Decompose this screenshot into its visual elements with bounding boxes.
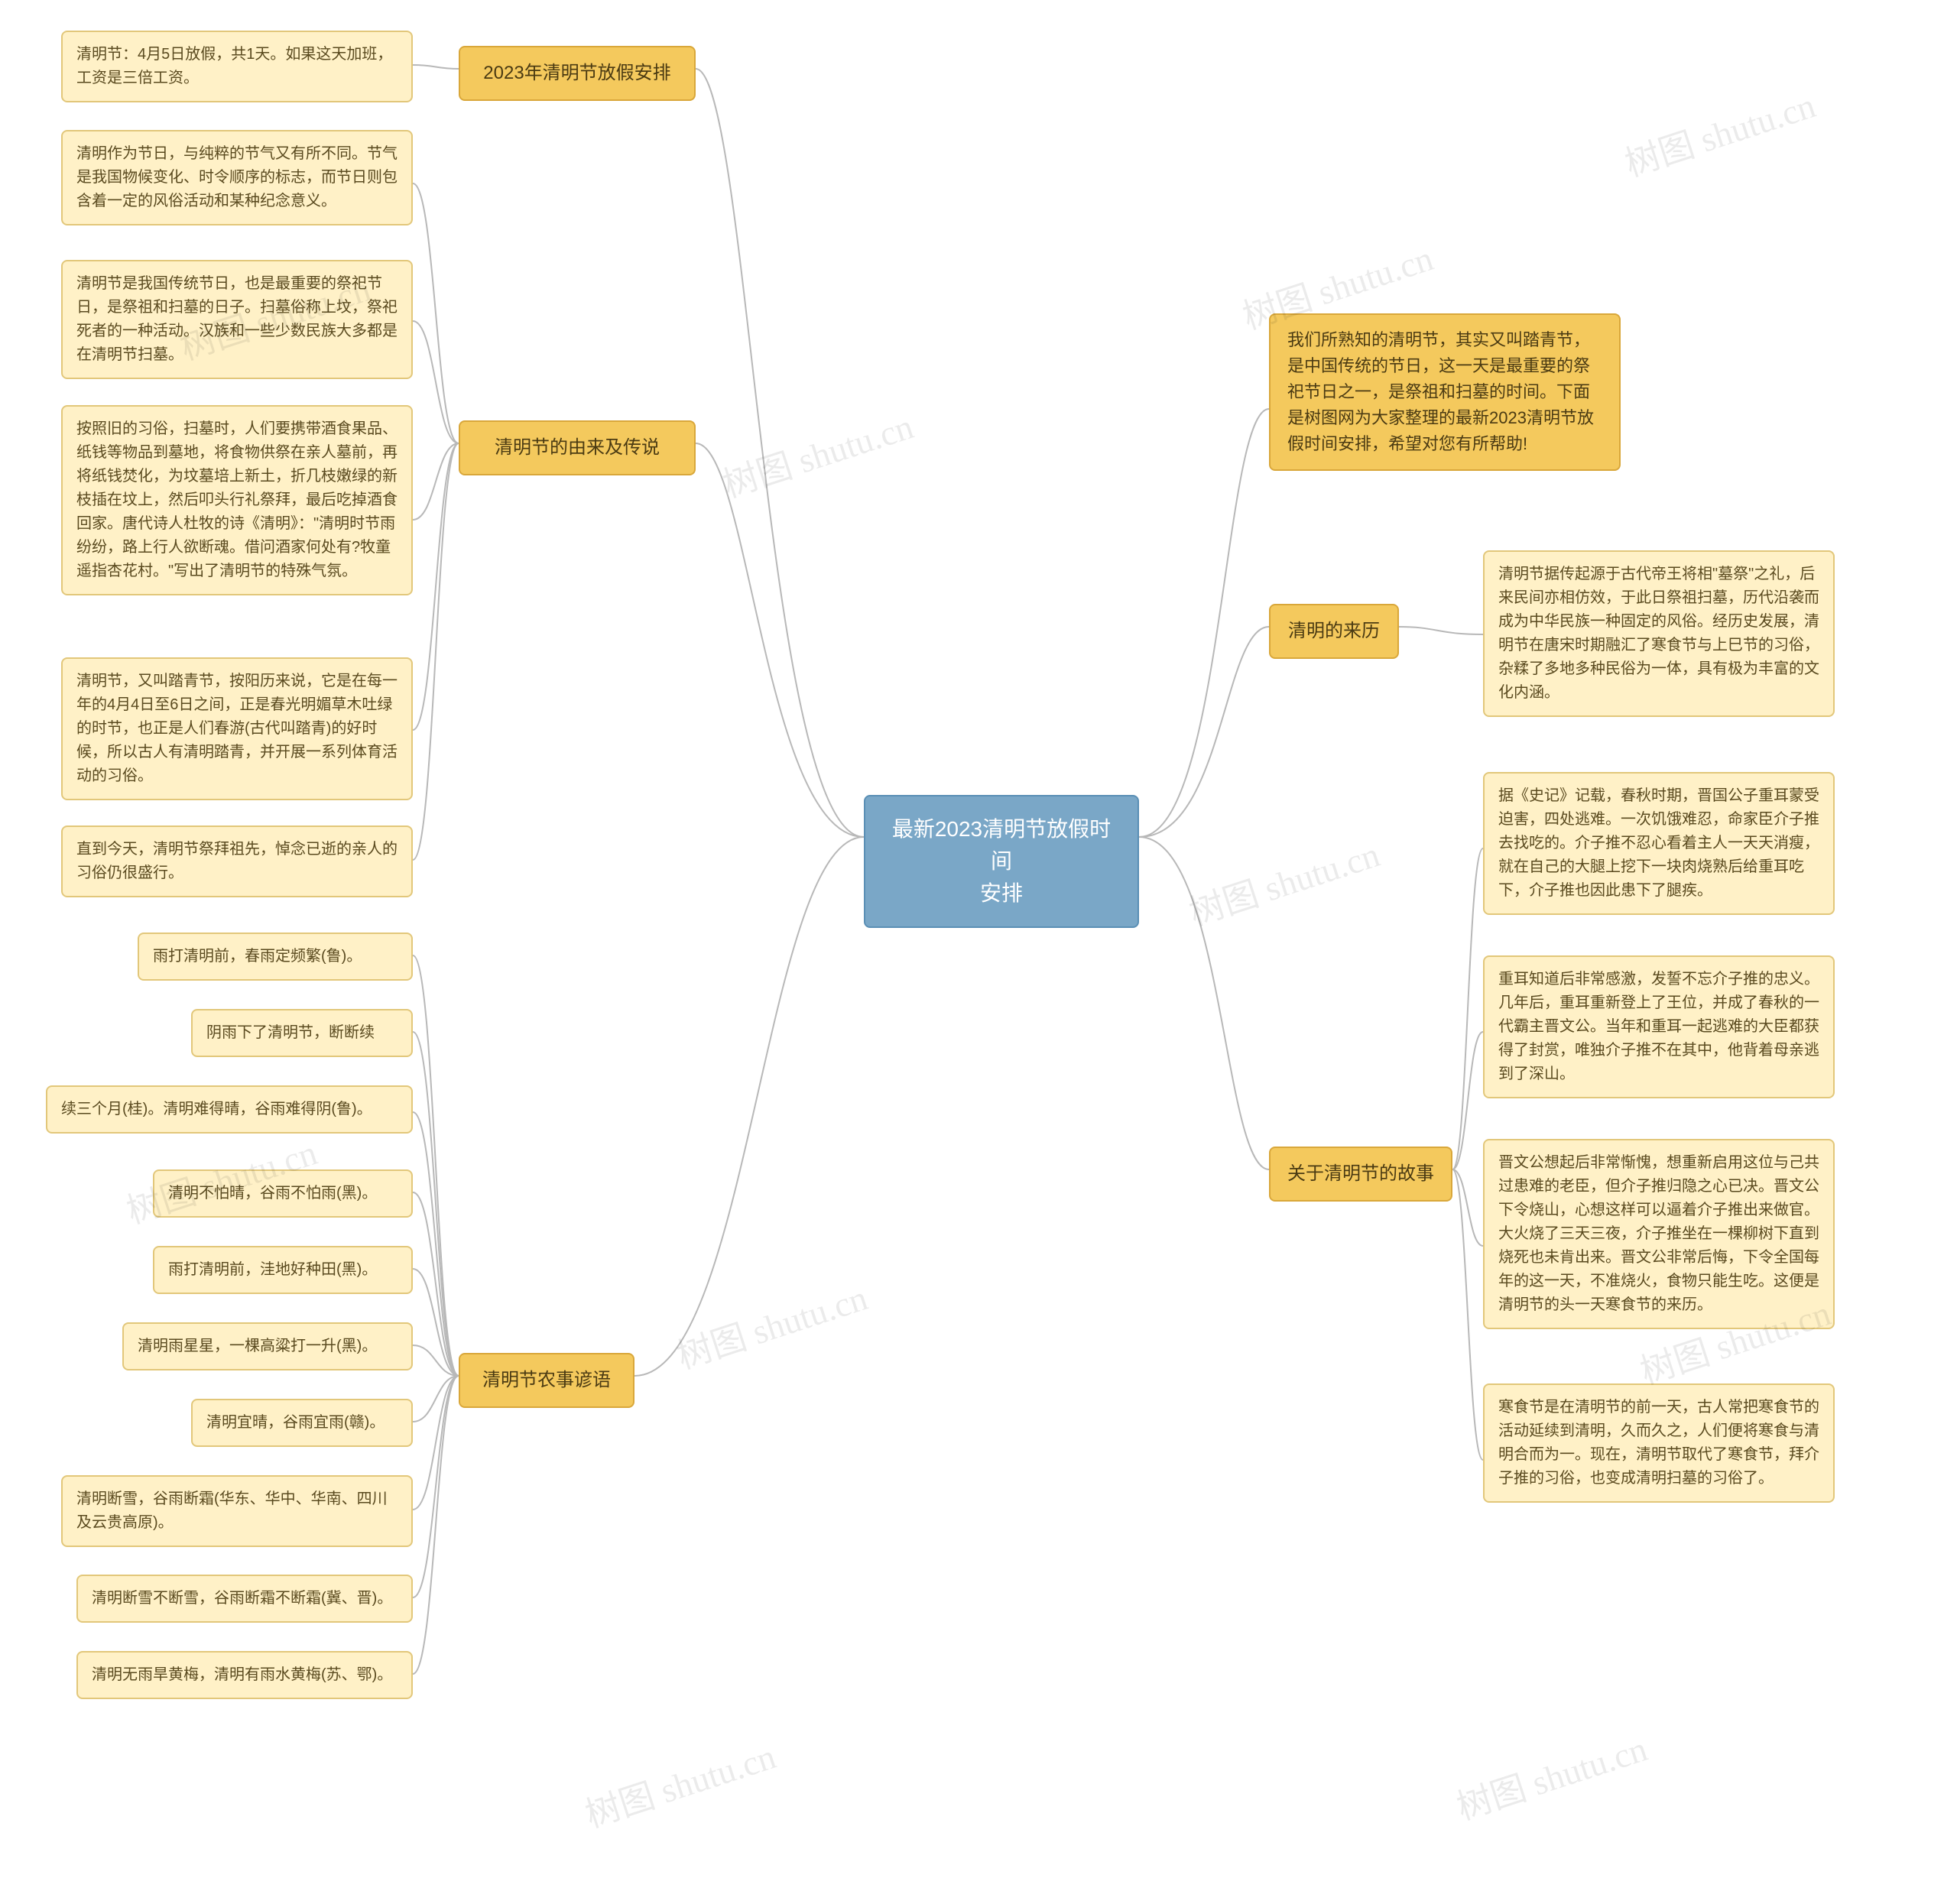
branch-origin-label: 清明节的由来及传说 xyxy=(495,437,660,458)
leaf-text: 晋文公想起后非常惭愧，想重新启用这位与己共过患难的老臣，但介子推归隐之心已决。晋… xyxy=(1498,1154,1819,1313)
branch-history[interactable]: 清明的来历 xyxy=(1269,604,1399,659)
leaf-text: 清明雨星星，一棵高粱打一升(黑)。 xyxy=(138,1338,377,1354)
leaf-prov-5[interactable]: 雨打清明前，洼地好种田(黑)。 xyxy=(153,1246,413,1294)
leaf-holiday-1[interactable]: 清明节：4月5日放假，共1天。如果这天加班，工资是三倍工资。 xyxy=(61,31,413,102)
root-title-2: 安排 xyxy=(980,881,1023,905)
leaf-text: 清明节是我国传统节日，也是最重要的祭祀节日，是祭祖和扫墓的日子。扫墓俗称上坟，祭… xyxy=(76,275,398,363)
leaf-text: 重耳知道后非常感激，发誓不忘介子推的忠义。几年后，重耳重新登上了王位，并成了春秋… xyxy=(1498,971,1819,1082)
branch-proverbs-label: 清明节农事谚语 xyxy=(482,1370,611,1390)
leaf-text: 清明断雪，谷雨断霜(华东、华中、华南、四川及云贵高原)。 xyxy=(76,1490,388,1531)
leaf-story-4[interactable]: 寒食节是在清明节的前一天，古人常把寒食节的活动延续到清明，久而久之，人们便将寒食… xyxy=(1483,1383,1835,1503)
branch-story[interactable]: 关于清明节的故事 xyxy=(1269,1147,1452,1202)
leaf-prov-10[interactable]: 清明无雨旱黄梅，清明有雨水黄梅(苏、鄂)。 xyxy=(76,1651,413,1699)
leaf-prov-8[interactable]: 清明断雪，谷雨断霜(华东、华中、华南、四川及云贵高原)。 xyxy=(61,1475,413,1547)
root-title-1: 最新2023清明节放假时间 xyxy=(892,817,1111,873)
branch-origin[interactable]: 清明节的由来及传说 xyxy=(459,420,696,475)
root-node[interactable]: 最新2023清明节放假时间 安排 xyxy=(864,795,1139,928)
leaf-prov-7[interactable]: 清明宜晴，谷雨宜雨(赣)。 xyxy=(191,1399,413,1447)
leaf-story-3[interactable]: 晋文公想起后非常惭愧，想重新启用这位与己共过患难的老臣，但介子推归隐之心已决。晋… xyxy=(1483,1139,1835,1329)
watermark-text: 树图 shutu.cn xyxy=(716,399,919,508)
leaf-origin-4[interactable]: 清明节，又叫踏青节，按阳历来说，它是在每一年的4月4日至6日之间，正是春光明媚草… xyxy=(61,657,413,800)
watermark-text: 树图 shutu.cn xyxy=(1449,1721,1653,1831)
leaf-text: 据《史记》记载，春秋时期，晋国公子重耳蒙受迫害，四处逃难。一次饥饿难忍，命家臣介… xyxy=(1498,787,1819,899)
leaf-history-1[interactable]: 清明节据传起源于古代帝王将相"墓祭"之礼，后来民间亦相仿效，于此日祭祖扫墓，历代… xyxy=(1483,550,1835,717)
leaf-text: 续三个月(桂)。清明难得晴，谷雨难得阴(鲁)。 xyxy=(61,1101,372,1117)
branch-holiday[interactable]: 2023年清明节放假安排 xyxy=(459,46,696,101)
leaf-origin-2[interactable]: 清明节是我国传统节日，也是最重要的祭祀节日，是祭祖和扫墓的日子。扫墓俗称上坟，祭… xyxy=(61,260,413,379)
watermark-text: 树图 shutu.cn xyxy=(1182,827,1385,936)
leaf-intro-1[interactable]: 我们所熟知的清明节，其实又叫踏青节，是中国传统的节日，这一天是最重要的祭祀节日之… xyxy=(1269,313,1621,471)
leaf-prov-2[interactable]: 阴雨下了清明节，断断续 xyxy=(191,1009,413,1057)
watermark-text: 树图 shutu.cn xyxy=(670,1270,873,1380)
leaf-prov-3[interactable]: 续三个月(桂)。清明难得晴，谷雨难得阴(鲁)。 xyxy=(46,1085,413,1134)
leaf-origin-1[interactable]: 清明作为节日，与纯粹的节气又有所不同。节气是我国物候变化、时令顺序的标志，而节日… xyxy=(61,130,413,225)
leaf-origin-3[interactable]: 按照旧的习俗，扫墓时，人们要携带酒食果品、纸钱等物品到墓地，将食物供祭在亲人墓前… xyxy=(61,405,413,595)
leaf-prov-6[interactable]: 清明雨星星，一棵高粱打一升(黑)。 xyxy=(122,1322,413,1370)
leaf-prov-9[interactable]: 清明断雪不断雪，谷雨断霜不断霜(冀、晋)。 xyxy=(76,1575,413,1623)
branch-proverbs[interactable]: 清明节农事谚语 xyxy=(459,1353,634,1408)
leaf-text: 雨打清明前，洼地好种田(黑)。 xyxy=(168,1261,377,1278)
leaf-origin-5[interactable]: 直到今天，清明节祭拜祖先，悼念已逝的亲人的习俗仍很盛行。 xyxy=(61,825,413,897)
watermark-text: 树图 shutu.cn xyxy=(578,1729,781,1838)
leaf-text: 我们所熟知的清明节，其实又叫踏青节，是中国传统的节日，这一天是最重要的祭祀节日之… xyxy=(1287,330,1594,453)
leaf-text: 雨打清明前，春雨定频繁(鲁)。 xyxy=(153,948,362,965)
leaf-text: 寒食节是在清明节的前一天，古人常把寒食节的活动延续到清明，久而久之，人们便将寒食… xyxy=(1498,1399,1819,1487)
leaf-prov-1[interactable]: 雨打清明前，春雨定频繁(鲁)。 xyxy=(138,933,413,981)
leaf-text: 阴雨下了清明节，断断续 xyxy=(206,1024,375,1041)
leaf-text: 清明不怕晴，谷雨不怕雨(黑)。 xyxy=(168,1185,377,1202)
leaf-text: 清明节：4月5日放假，共1天。如果这天加班，工资是三倍工资。 xyxy=(76,46,392,86)
leaf-story-2[interactable]: 重耳知道后非常感激，发誓不忘介子推的忠义。几年后，重耳重新登上了王位，并成了春秋… xyxy=(1483,955,1835,1098)
leaf-text: 清明断雪不断雪，谷雨断霜不断霜(冀、晋)。 xyxy=(92,1590,392,1607)
leaf-text: 清明作为节日，与纯粹的节气又有所不同。节气是我国物候变化、时令顺序的标志，而节日… xyxy=(76,145,398,209)
leaf-story-1[interactable]: 据《史记》记载，春秋时期，晋国公子重耳蒙受迫害，四处逃难。一次饥饿难忍，命家臣介… xyxy=(1483,772,1835,915)
branch-history-label: 清明的来历 xyxy=(1288,621,1380,641)
branch-holiday-label: 2023年清明节放假安排 xyxy=(483,63,670,83)
branch-story-label: 关于清明节的故事 xyxy=(1287,1163,1434,1184)
leaf-text: 按照旧的习俗，扫墓时，人们要携带酒食果品、纸钱等物品到墓地，将食物供祭在亲人墓前… xyxy=(76,420,398,579)
leaf-text: 清明节据传起源于古代帝王将相"墓祭"之礼，后来民间亦相仿效，于此日祭祖扫墓，历代… xyxy=(1498,566,1819,701)
watermark-text: 树图 shutu.cn xyxy=(1618,78,1821,187)
leaf-text: 清明宜晴，谷雨宜雨(赣)。 xyxy=(206,1414,385,1431)
leaf-text: 清明无雨旱黄梅，清明有雨水黄梅(苏、鄂)。 xyxy=(92,1666,392,1683)
leaf-prov-4[interactable]: 清明不怕晴，谷雨不怕雨(黑)。 xyxy=(153,1169,413,1218)
leaf-text: 清明节，又叫踏青节，按阳历来说，它是在每一年的4月4日至6日之间，正是春光明媚草… xyxy=(76,673,398,784)
leaf-text: 直到今天，清明节祭拜祖先，悼念已逝的亲人的习俗仍很盛行。 xyxy=(76,841,398,881)
